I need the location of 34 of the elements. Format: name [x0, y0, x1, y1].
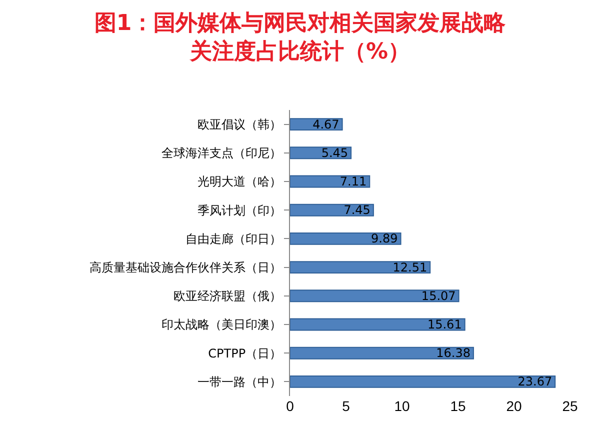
data-label: 7.45	[344, 203, 370, 218]
data-label: 9.89	[371, 232, 398, 246]
y-tick-label: 高质量基础设施合作伙伴关系（日）	[90, 260, 282, 274]
data-label: 7.11	[340, 174, 367, 188]
data-label: 15.61	[427, 318, 462, 332]
y-tick-label: 全球海洋支点（印尼）	[162, 146, 282, 160]
chart-title: 图1：国外媒体与网民对相关国家发展战略关注度占比统计（%）	[94, 10, 507, 64]
x-tick-label: 25	[562, 398, 578, 414]
y-tick-label: CPTPP（日）	[208, 346, 282, 360]
x-tick-label: 10	[394, 398, 410, 414]
y-tick-label: 欧亚倡议（韩）	[198, 118, 282, 132]
data-label: 16.38	[436, 346, 470, 360]
y-tick-label: 自由走廊（印日）	[186, 232, 282, 246]
y-tick-label: 印太战略（美日印澳）	[162, 318, 282, 332]
bar	[290, 261, 431, 274]
data-label: 23.67	[518, 374, 552, 389]
bar	[290, 318, 466, 331]
bar	[290, 346, 474, 360]
bar	[290, 375, 556, 388]
x-tick-label: 20	[506, 398, 522, 414]
data-label: 5.45	[321, 146, 348, 160]
y-tick-label: 光明大道（哈）	[198, 174, 282, 189]
x-tick-label: 15	[450, 398, 466, 414]
y-tick-label: 欧亚经济联盟（俄）	[174, 289, 282, 304]
bar	[290, 290, 460, 302]
y-tick-label: 季风计划（印）	[198, 203, 282, 218]
data-label: 4.67	[312, 117, 340, 132]
bar	[290, 232, 402, 245]
y-tick-label: 一带一路（中）	[198, 374, 282, 389]
data-label: 12.51	[392, 260, 428, 274]
bar	[290, 204, 374, 216]
x-tick-label: 5	[342, 398, 350, 414]
data-label: 15.07	[421, 288, 456, 303]
x-tick-label: 0	[286, 398, 294, 414]
